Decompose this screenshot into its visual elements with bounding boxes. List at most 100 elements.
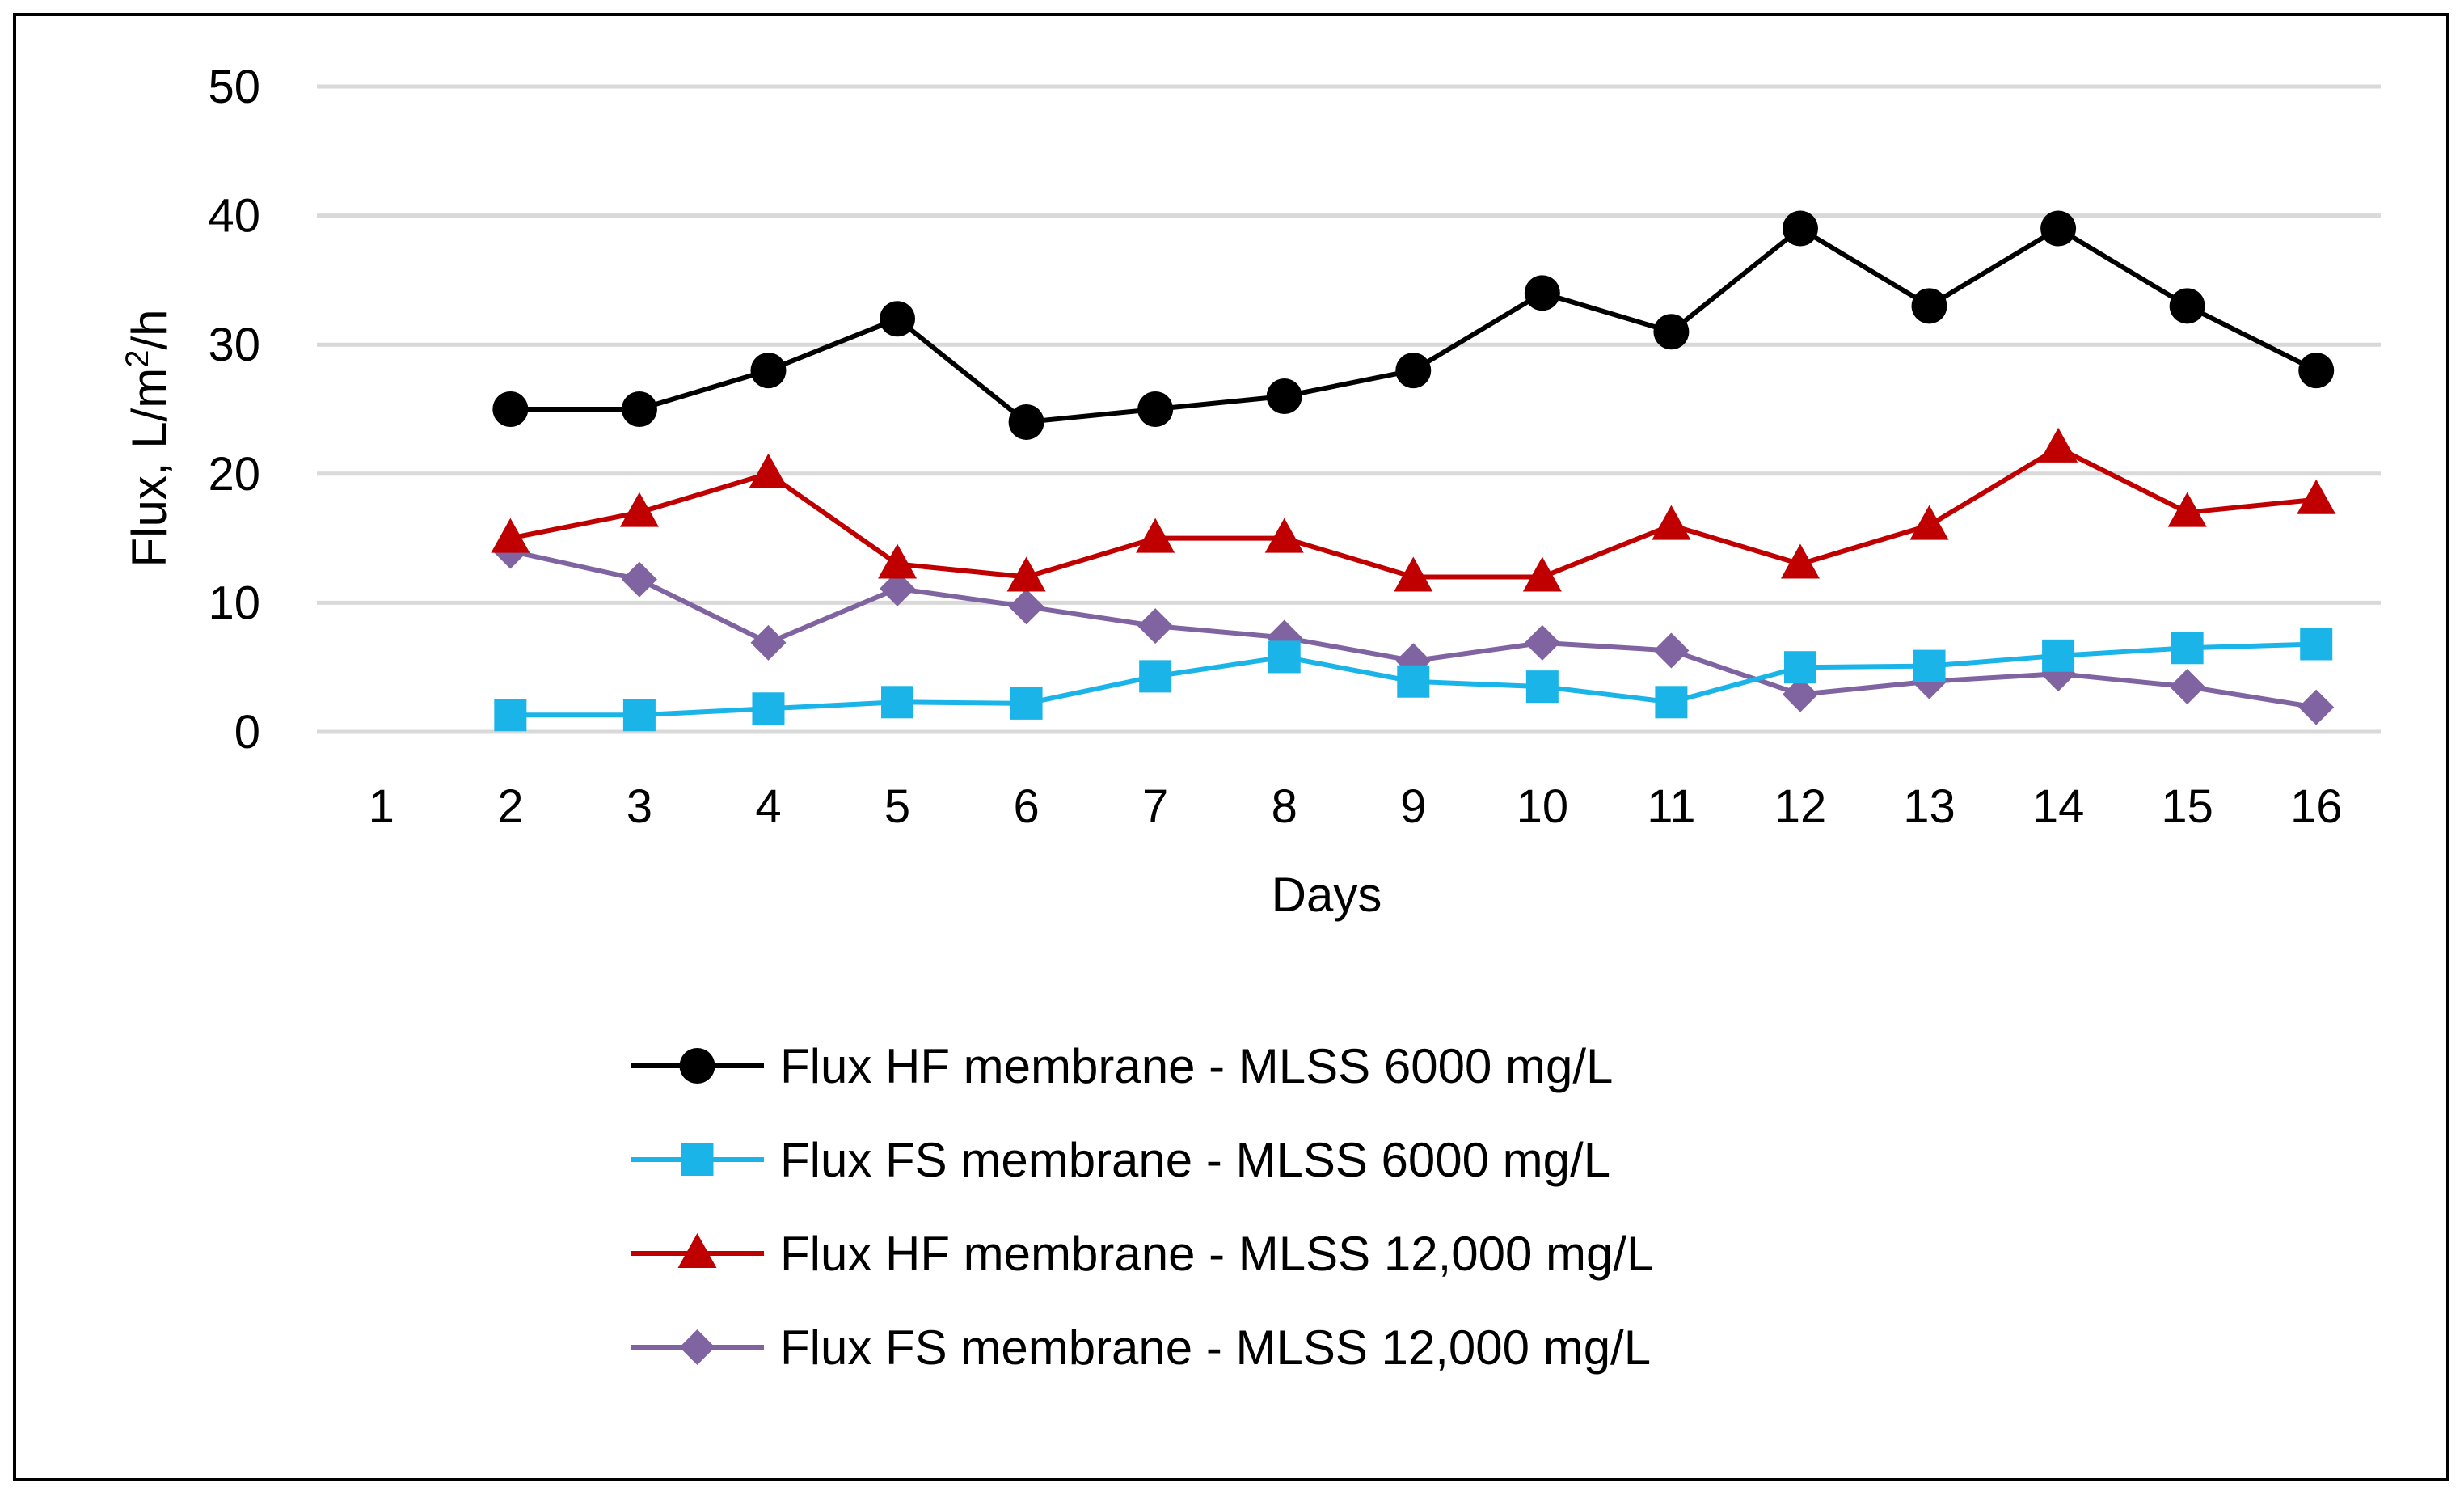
data-point — [1266, 378, 1302, 415]
data-point — [494, 699, 527, 732]
data-point — [491, 518, 530, 553]
legend-label: Flux HF membrane - MLSS 6000 mg/L — [780, 1039, 1613, 1093]
x-tick-label: 15 — [2161, 780, 2213, 833]
data-point — [752, 692, 785, 725]
x-tick-label: 14 — [2032, 780, 2085, 833]
x-tick-label: 7 — [1142, 780, 1168, 833]
y-tick-label: 10 — [208, 577, 260, 629]
data-point — [1008, 589, 1044, 625]
y-axis-title: Flux, L/m2/h — [120, 309, 176, 567]
legend: Flux HF membrane - MLSS 6000 mg/L Flux FS… — [631, 1039, 1653, 1375]
data-point — [1913, 649, 1946, 682]
data-point — [878, 543, 918, 579]
data-point — [1652, 505, 1691, 540]
data-point — [1524, 275, 1560, 311]
legend-marker — [681, 1143, 714, 1176]
data-point — [1395, 353, 1432, 389]
data-point — [1783, 651, 1816, 684]
legend-marker — [679, 1329, 715, 1365]
data-point — [750, 353, 787, 389]
x-tick-label: 9 — [1400, 780, 1426, 833]
x-tick-label: 6 — [1013, 780, 1039, 833]
data-point — [621, 391, 657, 427]
data-point — [1006, 556, 1046, 592]
data-point — [1780, 543, 1820, 579]
series-2 — [494, 628, 2333, 732]
data-point — [1655, 686, 1688, 719]
x-tick-label: 3 — [627, 780, 652, 833]
legend-marker — [677, 1233, 717, 1268]
data-point — [2039, 427, 2078, 463]
legend-item: Flux HF membrane - MLSS 12,000 mg/L — [631, 1227, 1653, 1281]
data-point — [1008, 404, 1044, 440]
legend-label: Flux HF membrane - MLSS 12,000 mg/L — [780, 1227, 1653, 1281]
data-point — [2171, 632, 2204, 665]
data-point — [1911, 288, 1947, 324]
data-point — [2040, 210, 2077, 247]
data-point — [492, 391, 529, 427]
data-point — [880, 301, 916, 337]
data-point — [1524, 624, 1560, 661]
x-tick-label: 16 — [2290, 780, 2343, 833]
data-point — [1137, 391, 1174, 427]
y-tick-label: 50 — [208, 61, 260, 113]
x-tick-label: 4 — [755, 780, 781, 833]
data-point — [2167, 492, 2207, 527]
series-layer — [491, 210, 2336, 732]
data-point — [1782, 210, 1818, 247]
legend-label: Flux FS membrane - MLSS 12,000 mg/L — [780, 1321, 1651, 1375]
data-point — [1522, 556, 1562, 592]
data-point — [750, 624, 787, 661]
series-4 — [492, 533, 2335, 725]
data-point — [2169, 288, 2205, 324]
data-point — [1268, 640, 1301, 674]
data-point — [1139, 660, 1172, 693]
data-point — [1010, 687, 1043, 720]
legend-label: Flux FS membrane - MLSS 6000 mg/L — [780, 1133, 1610, 1187]
data-point — [881, 686, 914, 719]
data-point — [1782, 676, 1818, 712]
data-point — [1909, 505, 1949, 540]
y-tick-label: 40 — [208, 190, 260, 243]
y-tick-label: 30 — [208, 319, 260, 371]
data-point — [2298, 689, 2335, 725]
x-tick-label: 5 — [884, 780, 910, 833]
data-point — [2300, 628, 2333, 661]
data-point — [619, 492, 659, 527]
gridlines — [317, 84, 2381, 734]
data-point — [1136, 518, 1175, 553]
data-point — [2169, 669, 2205, 705]
chart-border — [13, 13, 2449, 1481]
x-tick-label: 1 — [369, 780, 394, 833]
data-point — [1264, 518, 1304, 553]
legend-marker — [679, 1048, 715, 1084]
x-tick-label: 12 — [1774, 780, 1827, 833]
data-point — [1394, 556, 1433, 592]
y-axis-ticks: 0 10 20 30 40 50 — [208, 61, 260, 759]
x-tick-label: 13 — [1903, 780, 1956, 833]
data-point — [1137, 608, 1174, 644]
legend-item: Flux FS membrane - MLSS 6000 mg/L — [631, 1133, 1610, 1187]
data-point — [622, 699, 656, 732]
data-point — [1525, 670, 1559, 704]
x-axis-title: Days — [1272, 868, 1382, 922]
data-point — [1653, 632, 1690, 669]
data-point — [1397, 665, 1430, 698]
data-point — [621, 561, 657, 598]
legend-item: Flux FS membrane - MLSS 12,000 mg/L — [631, 1321, 1651, 1375]
series-3 — [491, 427, 2336, 592]
data-point — [2297, 479, 2336, 514]
data-point — [880, 570, 916, 606]
x-tick-label: 10 — [1517, 780, 1569, 833]
series-1 — [492, 210, 2335, 440]
data-point — [2042, 639, 2075, 672]
x-tick-label: 2 — [497, 780, 523, 833]
data-point — [749, 453, 788, 488]
x-axis-ticks: 1 2 3 4 5 6 7 8 9 10 11 12 13 14 15 16 — [369, 780, 2343, 833]
data-point — [2298, 353, 2335, 389]
data-point — [1653, 314, 1690, 350]
x-tick-label: 11 — [1647, 780, 1695, 833]
legend-item: Flux HF membrane - MLSS 6000 mg/L — [631, 1039, 1613, 1093]
y-tick-label: 20 — [208, 448, 260, 501]
